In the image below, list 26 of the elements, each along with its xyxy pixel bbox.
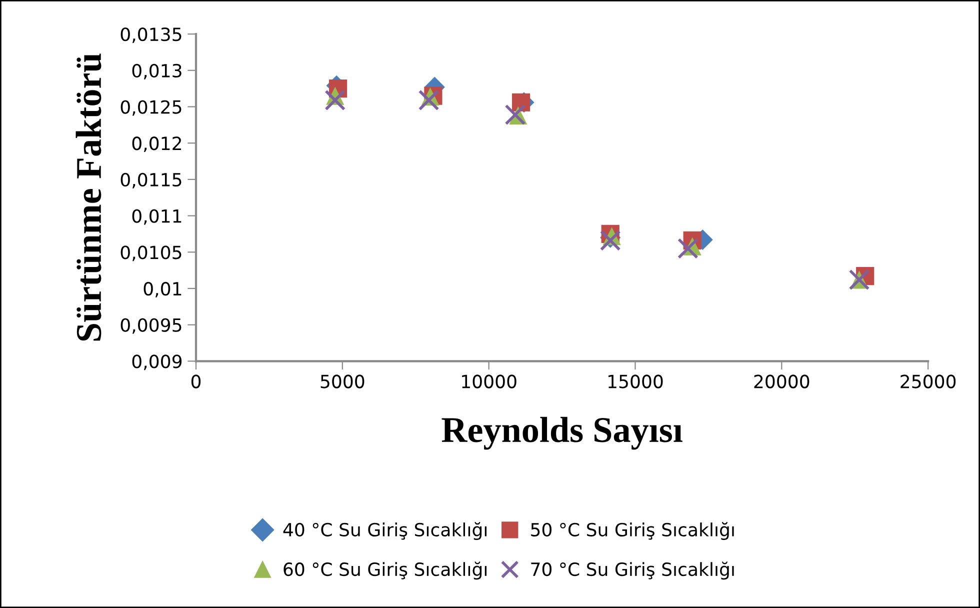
x-tick-label: 10000	[462, 374, 516, 388]
legend-label: 50 °C Su Giriş Sıcaklığı	[531, 522, 734, 540]
y-tick-label: 0,0135	[120, 28, 182, 44]
y-tick-label: 0,012	[132, 136, 181, 152]
x-tick-label: 20000	[754, 374, 810, 388]
legend-label: 70 °C Su Giriş Sıcaklığı	[531, 562, 734, 580]
y-tick-label: 0,0095	[120, 318, 182, 334]
y-axis-title: Sürtünme Faktörü	[76, 54, 102, 341]
point	[418, 90, 440, 111]
y-tick-label: 0,013	[132, 64, 182, 80]
y-tick-label: 0,009	[132, 354, 182, 370]
y-tick-label: 0,011	[132, 209, 182, 225]
y-tick-label: 0,0125	[120, 100, 182, 116]
y-tick-label: 0,01	[144, 282, 182, 298]
x-tick-label: 15000	[608, 374, 663, 388]
x-tick-label: 0	[191, 374, 201, 388]
point	[504, 104, 526, 126]
x-tick-label: 5000	[320, 374, 364, 388]
x-tick-label: 25000	[900, 374, 956, 388]
legend-label: 40 °C Su Giriş Sıcaklığı	[283, 522, 487, 540]
x-axis-title: Reynolds Sayısı	[442, 416, 682, 450]
y-tick-label: 0,0115	[120, 172, 182, 188]
y-tick-label: 0,0105	[120, 246, 182, 262]
point	[678, 238, 698, 259]
point	[324, 90, 346, 111]
legend-label: 60 °C Su Giriş Sıcaklığı	[284, 562, 487, 580]
